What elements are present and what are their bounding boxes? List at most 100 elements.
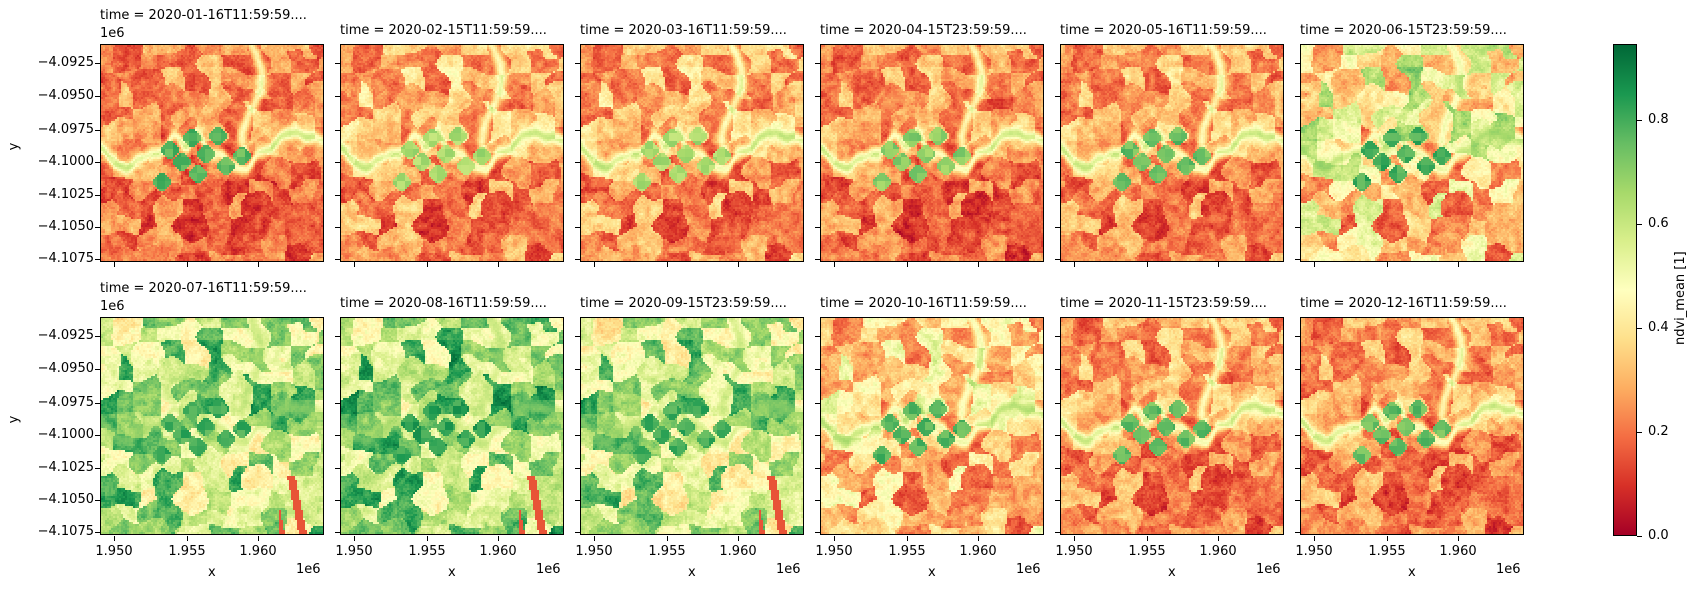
y-tick-mark	[335, 96, 340, 97]
y-tick-mark	[95, 227, 100, 228]
x-tick-mark	[594, 536, 595, 541]
y-tick-mark	[575, 162, 580, 163]
y-tick-mark	[815, 195, 820, 196]
map-panel-aug[interactable]	[340, 317, 564, 535]
y-tick-mark	[1295, 130, 1300, 131]
y-tick-mark	[575, 500, 580, 501]
panel-title: time = 2020-01-16T11:59:59....	[100, 8, 307, 23]
x-tick-mark	[978, 262, 979, 267]
x-offset-label: 1e6	[776, 562, 801, 577]
x-tick-mark	[978, 536, 979, 541]
x-tick-mark	[1218, 536, 1219, 541]
y-tick-mark	[575, 468, 580, 469]
panel-title: time = 2020-10-16T11:59:59....	[820, 296, 1027, 311]
y-tick-mark	[95, 369, 100, 370]
x-tick-label: 1.960	[1439, 544, 1477, 559]
panel-title: time = 2020-06-15T23:59:59....	[1300, 23, 1507, 38]
map-panel-dec[interactable]	[1300, 317, 1524, 535]
y-tick-mark	[95, 96, 100, 97]
y-tick-mark	[1295, 403, 1300, 404]
map-panel-jul[interactable]	[100, 317, 324, 535]
x-tick-label: 1.955	[1128, 544, 1166, 559]
x-tick-mark	[1147, 536, 1148, 541]
y-offset-label: 1e6	[100, 299, 125, 314]
y-tick-label: −4.0975	[37, 122, 94, 137]
x-tick-label: 1.950	[95, 544, 133, 559]
y-tick-mark	[1295, 369, 1300, 370]
x-tick-mark	[114, 536, 115, 541]
ndvi-raster	[101, 318, 323, 534]
panel-title: time = 2020-05-16T11:59:59....	[1060, 23, 1267, 38]
y-tick-mark	[1295, 468, 1300, 469]
y-tick-mark	[335, 468, 340, 469]
panel-title: time = 2020-08-16T11:59:59....	[340, 296, 547, 311]
x-axis-label: x	[688, 565, 696, 580]
colorbar-tick-mark	[1637, 120, 1642, 121]
ndvi-raster	[1301, 318, 1523, 534]
y-tick-mark	[815, 259, 820, 260]
map-panel-feb[interactable]	[340, 44, 564, 262]
x-offset-label: 1e6	[1256, 562, 1281, 577]
x-tick-mark	[187, 262, 188, 267]
y-tick-label: −4.1075	[37, 524, 94, 539]
x-tick-label: 1.955	[648, 544, 686, 559]
y-tick-mark	[1055, 532, 1060, 533]
y-tick-mark	[575, 227, 580, 228]
map-panel-mar[interactable]	[580, 44, 804, 262]
map-panel-may[interactable]	[1060, 44, 1284, 262]
y-tick-mark	[335, 195, 340, 196]
x-tick-label: 1.955	[1368, 544, 1406, 559]
colorbar-tick-mark	[1637, 328, 1642, 329]
y-tick-mark	[335, 63, 340, 64]
y-tick-label: −4.1025	[37, 460, 94, 475]
y-tick-mark	[1055, 403, 1060, 404]
y-tick-mark	[1055, 435, 1060, 436]
x-tick-label: 1.960	[959, 544, 997, 559]
y-tick-label: −4.1000	[37, 154, 94, 169]
x-axis-label: x	[1168, 565, 1176, 580]
x-tick-mark	[907, 262, 908, 267]
map-panel-apr[interactable]	[820, 44, 1044, 262]
y-tick-mark	[1055, 259, 1060, 260]
y-tick-mark	[1295, 532, 1300, 533]
y-tick-mark	[1295, 227, 1300, 228]
ndvi-raster	[341, 45, 563, 261]
x-tick-label: 1.960	[479, 544, 517, 559]
map-panel-jan[interactable]	[100, 44, 324, 262]
map-panel-sep[interactable]	[580, 317, 804, 535]
y-tick-mark	[1055, 227, 1060, 228]
ndvi-raster	[821, 318, 1043, 534]
panel-title: time = 2020-07-16T11:59:59....	[100, 281, 307, 296]
x-tick-label: 1.950	[575, 544, 613, 559]
map-panel-oct[interactable]	[820, 317, 1044, 535]
y-tick-label: −4.1075	[37, 251, 94, 266]
y-tick-mark	[815, 532, 820, 533]
colorbar-tick-mark	[1637, 536, 1642, 537]
x-tick-mark	[1387, 262, 1388, 267]
map-panel-nov[interactable]	[1060, 317, 1284, 535]
y-tick-mark	[335, 403, 340, 404]
y-tick-mark	[1295, 96, 1300, 97]
ndvi-raster	[821, 45, 1043, 261]
x-tick-label: 1.950	[1295, 544, 1333, 559]
y-axis-label: y	[6, 415, 22, 424]
y-tick-mark	[95, 468, 100, 469]
y-tick-mark	[575, 63, 580, 64]
ndvi-raster	[581, 45, 803, 261]
map-panel-jun[interactable]	[1300, 44, 1524, 262]
ndvi-raster	[581, 318, 803, 534]
x-tick-label: 1.950	[335, 544, 373, 559]
y-tick-mark	[815, 369, 820, 370]
y-tick-label: −4.0975	[37, 395, 94, 410]
y-tick-label: −4.0925	[37, 55, 94, 70]
y-tick-mark	[1295, 63, 1300, 64]
x-tick-mark	[1314, 536, 1315, 541]
y-offset-label: 1e6	[100, 26, 125, 41]
x-tick-mark	[907, 536, 908, 541]
y-tick-mark	[815, 227, 820, 228]
y-tick-mark	[95, 63, 100, 64]
x-tick-mark	[354, 536, 355, 541]
x-tick-mark	[427, 536, 428, 541]
colorbar-tick-label: 0.6	[1648, 216, 1669, 231]
